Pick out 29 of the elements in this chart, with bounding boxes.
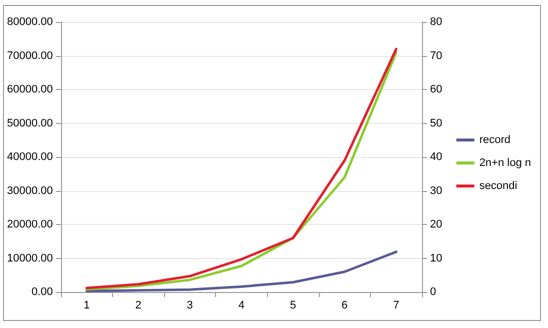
y2-tick-label: 60 <box>430 84 442 96</box>
y2-tick-label: 0 <box>430 286 436 298</box>
x-tick-label: 6 <box>342 300 348 312</box>
x-tick-label: 7 <box>393 300 400 312</box>
x-tick-label: 1 <box>84 300 90 312</box>
y-tick-label: 70000.00 <box>6 50 53 62</box>
y2-tick-label: 50 <box>430 117 442 130</box>
y-tick-label: 50000.00 <box>6 117 53 130</box>
y-tick-label: 80000.00 <box>6 16 53 28</box>
legend-label: secondi <box>479 180 518 192</box>
y-tick-label: 30000.00 <box>6 184 53 197</box>
y-tick-label: 60000.00 <box>6 84 53 96</box>
y2-tick-label: 30 <box>430 184 442 197</box>
legend-label: record <box>479 134 510 146</box>
y2-tick-label: 40 <box>430 151 442 163</box>
y2-tick-label: 20 <box>430 218 442 230</box>
y-tick-label: 10000.00 <box>6 252 53 264</box>
y-tick-label: 40000.00 <box>6 151 53 163</box>
y-tick-label: 0.00 <box>31 286 53 298</box>
y-tick-label: 20000.00 <box>6 218 53 230</box>
y2-tick-label: 70 <box>430 50 442 62</box>
line-series <box>85 250 398 292</box>
legend-label: 2n+n log n <box>479 157 531 169</box>
x-tick-label: 3 <box>186 300 193 312</box>
x-tick-label: 5 <box>290 300 296 312</box>
y2-tick-label: 10 <box>430 252 442 264</box>
x-tick-label: 4 <box>238 300 244 312</box>
y2-tick-label: 80 <box>430 16 442 28</box>
x-tick-label: 2 <box>135 300 142 312</box>
